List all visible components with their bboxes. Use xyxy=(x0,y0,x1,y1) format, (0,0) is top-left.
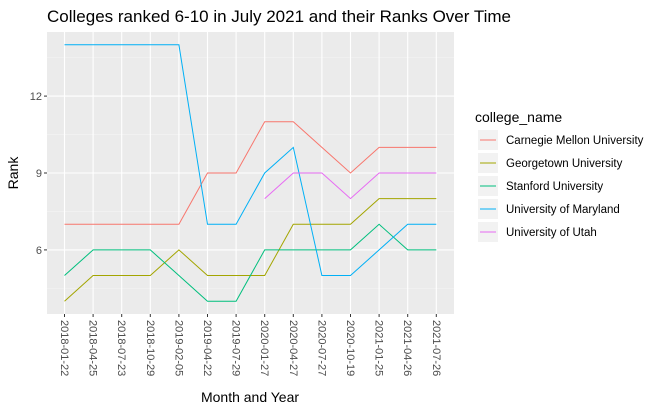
y-tick-label: 9 xyxy=(36,168,42,180)
x-tick-label: 2018-01-22 xyxy=(58,320,70,376)
y-tick-label: 6 xyxy=(36,245,42,257)
x-tick-label: 2018-04-25 xyxy=(87,320,99,376)
legend: college_name Carnegie Mellon University G… xyxy=(475,109,644,242)
legend-label: University of Utah xyxy=(506,227,597,239)
x-tick-label: 2020-04-27 xyxy=(287,320,299,376)
x-tick-label: 2019-07-29 xyxy=(230,320,242,376)
x-tick-label: 2021-01-25 xyxy=(373,320,385,376)
series-line-university-of-maryland xyxy=(64,44,437,276)
x-tick-label: 2020-01-27 xyxy=(258,320,270,376)
x-tick-label: 2021-07-26 xyxy=(430,320,442,376)
legend-label: Carnegie Mellon University xyxy=(506,135,644,147)
series-line-university-of-utah xyxy=(264,172,437,200)
x-axis: 2018-01-22 2018-04-25 2018-07-23 2018-10-29… xyxy=(58,314,442,376)
x-tick-label: 2018-10-29 xyxy=(144,320,156,376)
legend-label: University of Maryland xyxy=(506,204,620,216)
series-lines xyxy=(64,44,437,302)
y-axis: 6 9 12 xyxy=(30,91,47,257)
chart-title: Colleges ranked 6-10 in July 2021 and th… xyxy=(47,7,511,26)
y-axis-title: Rank xyxy=(5,156,21,190)
x-tick-label: 2019-04-22 xyxy=(201,320,213,376)
x-tick-label: 2018-07-23 xyxy=(115,320,127,376)
x-tick-label: 2019-02-05 xyxy=(172,320,184,376)
legend-label: Georgetown University xyxy=(506,158,623,170)
x-tick-label: 2021-04-26 xyxy=(401,320,413,376)
x-tick-label: 2020-07-27 xyxy=(315,320,327,376)
series-line-stanford-university xyxy=(64,223,437,302)
y-tick-label: 12 xyxy=(30,91,42,103)
x-tick-label: 2020-10-19 xyxy=(344,320,356,376)
x-axis-title: Month and Year xyxy=(201,389,299,405)
legend-title: college_name xyxy=(475,109,562,125)
series-line-carnegie-mellon-university xyxy=(64,121,437,225)
legend-label: Stanford University xyxy=(506,181,603,193)
